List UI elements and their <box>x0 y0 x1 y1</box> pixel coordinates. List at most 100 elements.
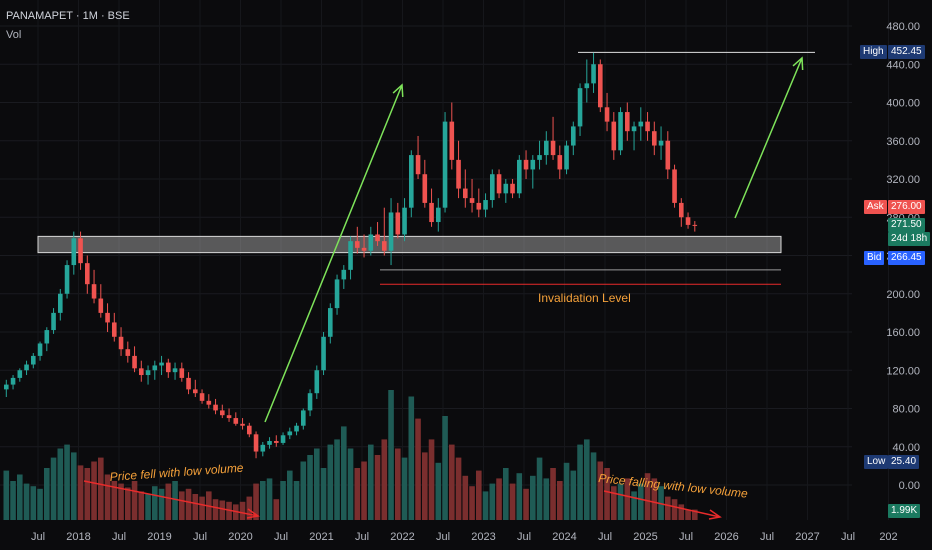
volume-bar <box>368 444 374 520</box>
volume-bar <box>536 457 543 520</box>
volume-bar <box>482 491 489 520</box>
low-value-tag: 25.40 <box>888 455 920 469</box>
candle-body <box>415 155 421 175</box>
candle-body <box>652 131 657 146</box>
candle-body <box>132 355 137 369</box>
ask-label-tag: Ask <box>864 200 887 214</box>
volume-bar <box>158 488 165 520</box>
volume-bar <box>104 474 111 520</box>
candle-body <box>307 393 313 411</box>
volume-bar <box>408 396 415 520</box>
candle-body <box>490 174 495 201</box>
candle-body <box>334 279 340 309</box>
volume-bar <box>260 481 266 520</box>
volume-bar <box>10 481 16 520</box>
ask-value-tag: 276.00 <box>888 200 925 214</box>
volume-bar <box>422 452 428 520</box>
low-label-tag: Low <box>864 455 889 469</box>
volume-bar <box>455 457 462 520</box>
candle-body <box>645 121 650 132</box>
x-tick-label: 2025 <box>633 531 657 543</box>
y-tick-label: 480.00 <box>886 21 920 33</box>
candle-body <box>172 368 178 373</box>
candle-body <box>564 145 569 170</box>
volume-bar <box>631 491 637 520</box>
up-arrow-left <box>264 84 403 423</box>
vol-trend-right-head <box>708 509 722 520</box>
volume-bar <box>395 448 401 520</box>
candle-body <box>145 370 151 376</box>
candle-body <box>469 198 475 203</box>
volume-bar <box>185 488 192 520</box>
volume-bar <box>118 483 124 520</box>
volume-bar <box>138 491 145 520</box>
volume-bar <box>37 488 43 520</box>
candle-body <box>220 410 225 416</box>
candle-body <box>213 404 218 411</box>
candle-body <box>280 435 286 443</box>
volume-bar <box>84 468 91 520</box>
candle-body <box>591 64 596 84</box>
countdown-tag: 24d 18h <box>888 232 931 246</box>
y-tick-label: 400.00 <box>886 98 920 110</box>
volume-bar <box>131 481 138 520</box>
candle-body <box>483 200 488 210</box>
volume-bar <box>71 452 77 520</box>
x-tick-label: Jul <box>436 531 450 543</box>
volume-bar <box>23 483 30 520</box>
high-value-tag: 452.45 <box>888 45 925 59</box>
candle-body <box>199 393 205 401</box>
candle-body <box>638 121 644 127</box>
volume-bar <box>111 481 118 520</box>
volume-bar <box>287 470 293 520</box>
volume-bar <box>50 457 57 520</box>
volume-bar <box>516 473 523 520</box>
volume-bar <box>678 504 685 520</box>
volume-bar <box>327 444 334 520</box>
volume-bar <box>523 488 529 520</box>
candle-body <box>625 112 630 132</box>
volume-bar <box>192 494 199 520</box>
candle-body <box>152 365 158 371</box>
candle-body <box>658 140 664 146</box>
x-tick-label: 2023 <box>471 531 495 543</box>
volume-bar <box>449 444 455 520</box>
volume-bar <box>388 390 394 520</box>
x-tick-label: 2026 <box>714 531 738 543</box>
candle-body <box>247 425 252 435</box>
volume-bar <box>125 487 131 520</box>
candle-body <box>456 159 461 189</box>
y-tick-label: 120.00 <box>886 365 920 377</box>
candle-body <box>544 140 549 156</box>
volume-bar <box>442 416 448 520</box>
candle-body <box>368 234 374 251</box>
volume-bar <box>381 439 388 520</box>
volume-bar <box>30 486 37 520</box>
volume-bar <box>341 426 347 520</box>
y-tick-label: 200.00 <box>886 289 920 301</box>
volume-bar <box>98 457 104 520</box>
volume-bar <box>469 486 475 520</box>
volume-bar <box>3 470 10 520</box>
x-tick-label: Jul <box>841 531 855 543</box>
candle-body <box>118 336 124 350</box>
volume-bar <box>44 468 50 520</box>
volume-bar <box>219 500 226 520</box>
y-tick-label: 40.00 <box>892 442 920 454</box>
candle-body <box>557 155 563 170</box>
candle-body <box>341 269 347 280</box>
volume-bar <box>611 486 617 520</box>
volume-bar <box>597 461 604 520</box>
candle-body <box>58 293 63 313</box>
volume-bar <box>374 455 381 520</box>
volume-bar <box>489 483 496 520</box>
candle-body <box>449 121 455 160</box>
volume-bar <box>685 509 691 520</box>
x-tick-label: 2021 <box>309 531 333 543</box>
candle-body <box>37 343 43 356</box>
volume-bar <box>496 478 502 520</box>
volume-bar <box>570 470 577 520</box>
y-tick-label: 160.00 <box>886 327 920 339</box>
candle-body <box>314 370 320 394</box>
